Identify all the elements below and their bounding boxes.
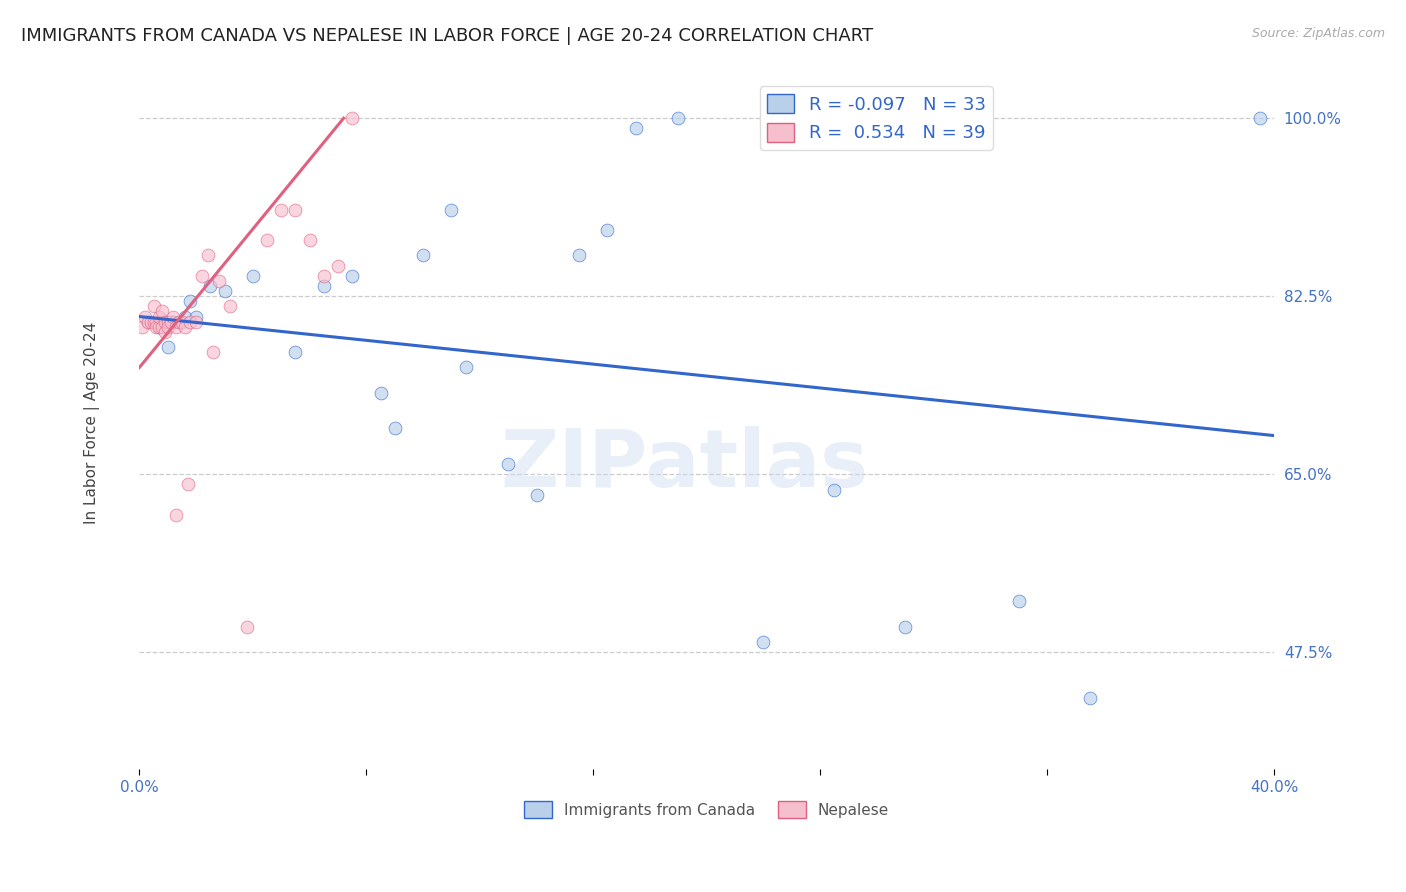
Text: Source: ZipAtlas.com: Source: ZipAtlas.com <box>1251 27 1385 40</box>
Point <box>136 315 159 329</box>
Point <box>165 319 187 334</box>
Point <box>284 345 307 359</box>
Point <box>894 620 917 634</box>
Text: IMMIGRANTS FROM CANADA VS NEPALESE IN LABOR FORCE | AGE 20-24 CORRELATION CHART: IMMIGRANTS FROM CANADA VS NEPALESE IN LA… <box>21 27 873 45</box>
Point <box>165 508 187 522</box>
Point <box>186 315 208 329</box>
Point <box>153 315 176 329</box>
Point <box>134 310 156 324</box>
Point <box>197 248 219 262</box>
Point <box>312 279 335 293</box>
Point <box>284 202 307 217</box>
Point <box>202 345 225 359</box>
Point <box>412 248 434 262</box>
Point <box>596 223 619 237</box>
Point <box>167 315 190 329</box>
Point <box>1078 691 1101 706</box>
Point <box>823 483 845 497</box>
Point <box>142 315 165 329</box>
Point <box>186 310 208 324</box>
Point <box>162 310 184 324</box>
Point <box>666 111 689 125</box>
Point <box>179 315 201 329</box>
Point <box>256 233 278 247</box>
Point <box>156 315 179 329</box>
Y-axis label: In Labor Force | Age 20-24: In Labor Force | Age 20-24 <box>84 322 100 524</box>
Point <box>242 268 264 283</box>
Point <box>191 268 214 283</box>
Point <box>176 477 198 491</box>
Point <box>496 457 519 471</box>
Point <box>298 233 321 247</box>
Point <box>200 279 222 293</box>
Point <box>340 111 363 125</box>
Point <box>340 268 363 283</box>
Point <box>145 315 167 329</box>
Point <box>156 319 179 334</box>
Point <box>156 340 179 354</box>
Point <box>153 315 176 329</box>
Point <box>370 385 392 400</box>
Point <box>148 310 170 324</box>
Point <box>270 202 292 217</box>
Point <box>139 315 162 329</box>
Point <box>173 319 195 334</box>
Point <box>526 487 548 501</box>
Point <box>150 304 173 318</box>
Point <box>150 319 173 334</box>
Legend: Immigrants from Canada, Nepalese: Immigrants from Canada, Nepalese <box>519 795 896 824</box>
Point <box>148 319 170 334</box>
Point <box>170 315 193 329</box>
Point <box>1008 594 1031 608</box>
Point <box>148 319 170 334</box>
Point <box>624 121 647 136</box>
Point <box>440 202 463 217</box>
Point <box>173 310 195 324</box>
Point <box>153 325 176 339</box>
Text: ZIPatlas: ZIPatlas <box>501 425 868 504</box>
Point <box>136 315 159 329</box>
Point <box>568 248 591 262</box>
Point <box>150 315 173 329</box>
Point <box>142 299 165 313</box>
Point <box>159 315 181 329</box>
Point <box>131 319 153 334</box>
Point <box>179 294 201 309</box>
Point <box>326 259 349 273</box>
Point <box>219 299 242 313</box>
Point <box>208 274 231 288</box>
Point <box>167 315 190 329</box>
Point <box>312 268 335 283</box>
Point <box>454 360 477 375</box>
Point <box>162 315 184 329</box>
Point <box>1249 111 1271 125</box>
Point <box>145 319 167 334</box>
Point <box>236 620 259 634</box>
Point <box>214 284 236 298</box>
Point <box>384 421 406 435</box>
Point <box>752 635 775 649</box>
